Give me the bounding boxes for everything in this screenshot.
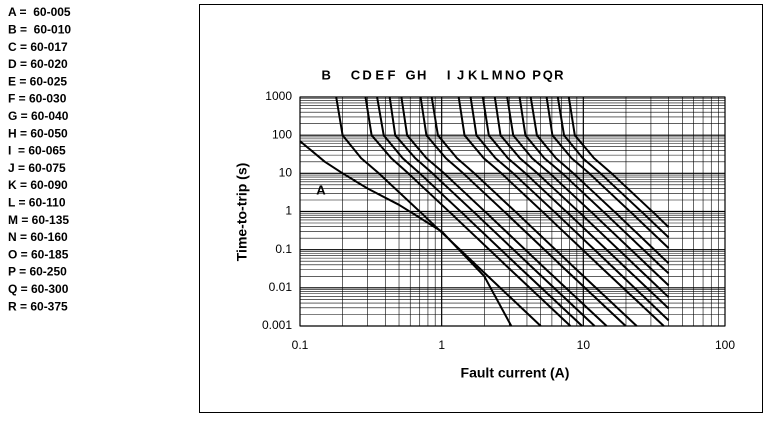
legend-entry: P = 60-250 <box>8 265 67 279</box>
legend-entry: N = 60-160 <box>8 230 68 244</box>
curve <box>481 96 670 310</box>
x-axis-label: Fault current (A) <box>461 365 570 381</box>
curve-label: A <box>316 182 326 197</box>
curve-label: J <box>457 67 464 82</box>
y-tick-label: 10 <box>279 166 293 180</box>
legend-entry: Q = 60-300 <box>8 282 69 296</box>
y-tick-label: 100 <box>272 127 292 141</box>
curve <box>364 96 572 327</box>
curve <box>400 96 608 327</box>
curve <box>545 96 670 249</box>
legend-entry: C = 60-017 <box>8 40 68 54</box>
curve <box>529 96 670 265</box>
curve <box>493 96 670 298</box>
y-tick-label: 1 <box>285 204 292 218</box>
legend-entry: R = 60-375 <box>8 299 68 313</box>
legend-entry: J = 60-075 <box>8 161 66 175</box>
legend-entry: M = 60-135 <box>8 213 69 227</box>
curve <box>419 96 627 327</box>
y-tick-label: 0.01 <box>269 280 293 294</box>
curve <box>430 96 638 327</box>
legend-entry: H = 60-050 <box>8 126 68 140</box>
x-tick-label: 0.1 <box>292 338 309 352</box>
curve-label: R <box>554 67 564 82</box>
legend-entry: D = 60-020 <box>8 57 68 71</box>
curve <box>388 96 596 327</box>
curve-label: N <box>505 67 514 82</box>
legend-entry: L = 60-110 <box>8 195 66 209</box>
legend-entry: I = 60-065 <box>8 144 66 158</box>
curve-label: D <box>362 67 371 82</box>
legend-entry: F = 60-030 <box>8 92 67 106</box>
legend-entry: B = 60-010 <box>8 22 71 36</box>
curve-label: E <box>375 67 384 82</box>
curve <box>299 140 513 327</box>
y-tick-label: 0.1 <box>275 242 292 256</box>
curve <box>376 96 583 327</box>
curve <box>567 96 670 228</box>
curve-label: O <box>516 67 526 82</box>
y-axis-label: Time-to-trip (s) <box>234 163 250 262</box>
curve-label: K <box>468 67 478 82</box>
curve-label: M <box>492 67 503 82</box>
curve-label: I <box>447 67 451 82</box>
legend-entry: K = 60-090 <box>8 178 68 192</box>
plot-border <box>299 96 726 327</box>
curve <box>457 96 665 327</box>
curve <box>469 96 670 322</box>
curve-label: B <box>321 67 330 82</box>
x-tick-label: 1 <box>438 338 445 352</box>
curve-label: L <box>481 67 489 82</box>
legend-entry: G = 60-040 <box>8 109 69 123</box>
curve <box>335 96 542 327</box>
legend-entry: A = 60-005 <box>8 5 71 19</box>
curve-label: C <box>351 67 361 82</box>
curve-label: F <box>387 67 395 82</box>
curve-label: H <box>417 67 426 82</box>
y-tick-label: 1000 <box>265 89 292 103</box>
curve <box>506 96 670 287</box>
curve <box>556 96 670 239</box>
y-tick-label: 0.001 <box>262 318 292 332</box>
curve-label: Q <box>543 67 553 82</box>
curve-label: P <box>532 67 541 82</box>
x-tick-label: 100 <box>715 338 735 352</box>
curve-label: G <box>406 67 416 82</box>
legend-entry: O = 60-185 <box>8 247 69 261</box>
curve <box>518 96 670 275</box>
x-tick-label: 10 <box>577 338 591 352</box>
legend-entry: E = 60-025 <box>8 74 67 88</box>
